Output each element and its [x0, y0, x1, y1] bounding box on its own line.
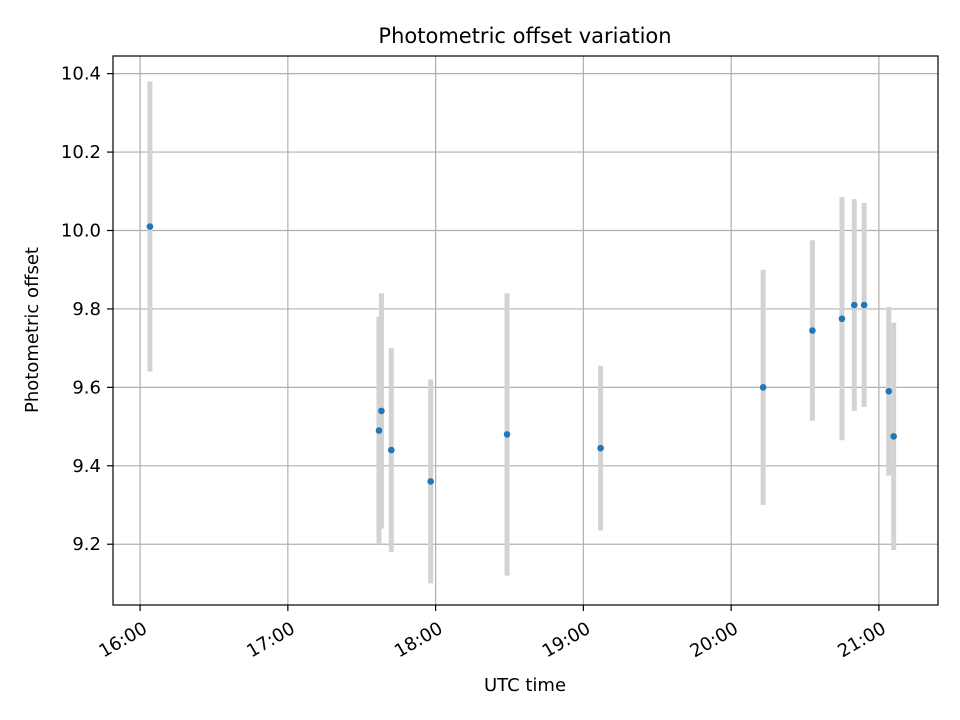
data-point: [388, 447, 395, 454]
data-point: [839, 315, 846, 322]
y-tick-label: 9.4: [72, 456, 101, 477]
data-point: [378, 408, 385, 415]
y-tick-label: 10.2: [61, 142, 101, 163]
data-point: [851, 302, 858, 309]
data-point: [890, 433, 897, 440]
y-axis-label: Photometric offset: [22, 247, 43, 413]
data-point: [147, 223, 154, 230]
data-point: [861, 302, 868, 309]
data-point: [504, 431, 511, 438]
data-point: [885, 388, 892, 395]
y-tick-label: 9.6: [72, 377, 101, 398]
data-point: [376, 427, 383, 434]
y-tick-label: 10.0: [61, 221, 101, 242]
data-point: [597, 445, 604, 452]
data-point: [427, 478, 434, 485]
y-tick-label: 9.8: [72, 299, 101, 320]
x-axis-label: UTC time: [484, 675, 566, 696]
chart-title: Photometric offset variation: [378, 24, 671, 48]
data-point: [809, 327, 816, 334]
y-tick-label: 10.4: [61, 64, 101, 85]
data-point: [760, 384, 767, 391]
y-tick-label: 9.2: [72, 534, 101, 555]
